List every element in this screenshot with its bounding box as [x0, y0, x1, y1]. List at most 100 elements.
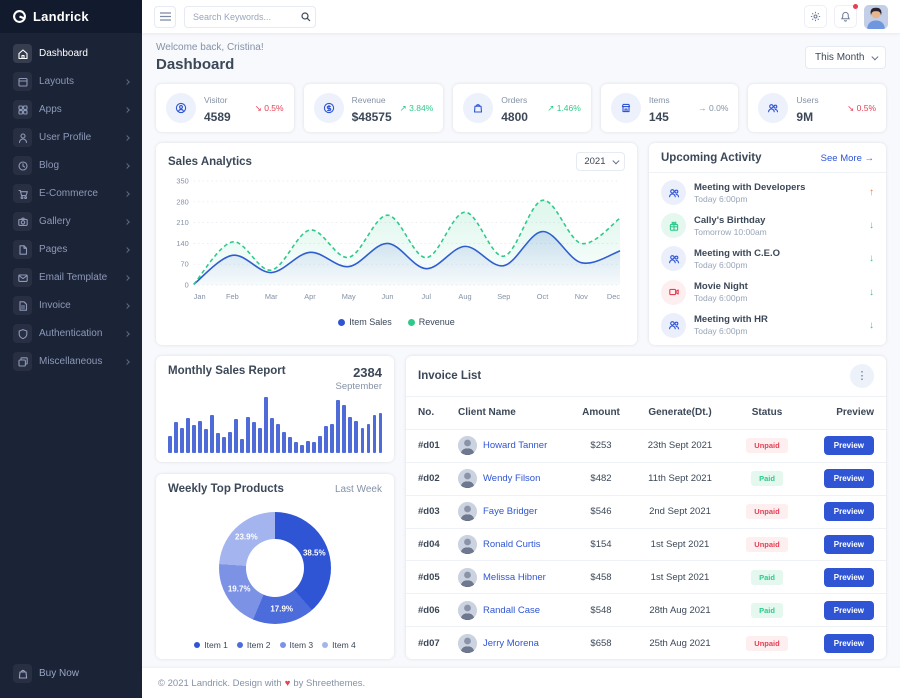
notification-badge [853, 4, 858, 9]
stat-label: Items [648, 95, 670, 105]
stat-value: 4589 [204, 110, 231, 124]
see-more-link[interactable]: See More → [820, 152, 875, 164]
sidebar-item-authentication[interactable]: Authentication [5, 320, 137, 347]
period-select[interactable]: This Month [805, 46, 886, 69]
client-name-link[interactable]: Randall Case [458, 600, 572, 620]
sidebar-item-buy-now[interactable]: Buy Now [5, 659, 137, 688]
invoice-date: 2nd Sept 2021 [649, 506, 711, 518]
user-avatar[interactable] [864, 4, 888, 29]
sidebar-item-pages[interactable]: Pages [5, 236, 137, 263]
client-name-link[interactable]: Howard Tanner [458, 436, 572, 456]
preview-button[interactable]: Preview [823, 567, 874, 587]
arrow-right-icon: → [864, 152, 875, 164]
clock-icon [13, 156, 32, 175]
preview-button[interactable]: Preview [823, 534, 874, 554]
layout-icon [13, 72, 32, 91]
page-header: Welcome back, Cristina! Dashboard This M… [156, 42, 886, 73]
invoice-amount: $482 [590, 473, 612, 485]
sidebar-item-apps[interactable]: Apps [5, 96, 137, 123]
sidebar-item-invoice[interactable]: Invoice [5, 292, 137, 319]
sidebar-item-layouts[interactable]: Layouts [5, 68, 137, 95]
sidebar-item-blog[interactable]: Blog [5, 152, 137, 179]
chevron-right-icon [124, 190, 130, 197]
legend-item: Item Sales [338, 317, 392, 327]
bar [330, 423, 334, 453]
activity-item[interactable]: Meeting with Developers Today 6:00pm ↑ [661, 180, 874, 206]
activity-list: Meeting with Developers Today 6:00pm ↑ C… [649, 173, 886, 345]
table-row: #d02 Wendy Filson $482 11th Sept 2021 Pa… [406, 461, 886, 495]
bell-icon [840, 11, 851, 22]
notifications-button[interactable] [834, 4, 858, 28]
activity-item[interactable]: Cally's Birthday Tomorrow 10:00am ↓ [661, 213, 874, 239]
table-row: #d01 Howard Tanner $253 23th Sept 2021 U… [406, 428, 886, 462]
preview-button[interactable]: Preview [823, 436, 874, 456]
preview-button[interactable]: Preview [823, 600, 874, 620]
donut-slice-label: 19.7% [227, 584, 251, 594]
bar [252, 422, 256, 453]
sidebar-item-email-template[interactable]: Email Template [5, 264, 137, 291]
bar [192, 425, 196, 453]
stat-card-revenue: Revenue $48575 ↗ 3.84% [303, 84, 444, 132]
users-icon [661, 246, 686, 272]
sales-chart-legend: Item Sales Revenue [168, 317, 625, 327]
bottom-row: Monthly Sales Report 2384 September Week… [156, 356, 886, 659]
logo[interactable]: Landrick [0, 0, 142, 33]
svg-text:Aug: Aug [458, 292, 471, 301]
svg-text:Feb: Feb [226, 292, 239, 301]
settings-button[interactable] [804, 5, 827, 28]
year-select[interactable]: 2021 [576, 152, 625, 171]
client-name-link[interactable]: Ronald Curtis [458, 534, 572, 554]
chevron-right-icon [124, 358, 130, 365]
bar [234, 419, 238, 453]
bar [324, 426, 328, 453]
client-name-link[interactable]: Faye Bridger [458, 502, 572, 522]
preview-button[interactable]: Preview [823, 633, 874, 653]
client-name-link[interactable]: Melissa Hibner [458, 567, 572, 587]
invoice-list-card: Invoice List ⋮ No. Client Name Amount Ge… [406, 356, 886, 659]
bar [246, 416, 250, 453]
bar [354, 420, 358, 453]
apps-icon [13, 100, 32, 119]
preview-button[interactable]: Preview [823, 502, 874, 522]
sidebar-item-miscellaneous[interactable]: Miscellaneous [5, 348, 137, 375]
shopping-bag-icon [13, 664, 32, 683]
invoice-no: #d04 [418, 538, 440, 550]
activity-title: Cally's Birthday [694, 214, 766, 226]
search-icon[interactable] [301, 11, 311, 22]
sidebar-item-label: User Profile [39, 132, 92, 143]
weekly-products-donut-chart: 38.5% 17.9% 19.7% 23.9% [219, 511, 331, 624]
sidebar-item-e-commerce[interactable]: E-Commerce [5, 180, 137, 207]
preview-button[interactable]: Preview [823, 469, 874, 489]
client-name-link[interactable]: Jerry Morena [458, 633, 572, 653]
bar [294, 441, 298, 453]
client-avatar [458, 633, 477, 653]
invoice-amount: $253 [590, 440, 612, 452]
activity-trend-arrow-icon: ↓ [869, 286, 874, 298]
search-input[interactable] [184, 5, 316, 28]
invoice-amount: $154 [590, 538, 612, 550]
svg-text:210: 210 [176, 218, 188, 227]
sidebar-item-gallery[interactable]: Gallery [5, 208, 137, 235]
invoice-date: 1st Sept 2021 [650, 571, 710, 583]
bar [264, 397, 268, 453]
bar [300, 444, 304, 453]
svg-text:Mar: Mar [265, 292, 278, 301]
bar [312, 441, 316, 453]
client-name-link[interactable]: Wendy Filson [458, 469, 572, 489]
activity-item[interactable]: Meeting with C.E.O Today 6:00pm ↓ [661, 246, 874, 272]
chevron-down-icon [612, 157, 619, 164]
activity-item[interactable]: Meeting with HR Today 6:00pm ↓ [661, 312, 874, 338]
hamburger-menu-button[interactable] [154, 5, 176, 28]
sidebar-item-user-profile[interactable]: User Profile [5, 124, 137, 151]
year-select-value: 2021 [584, 156, 606, 167]
status-badge: Unpaid [746, 504, 788, 520]
chevron-right-icon [124, 246, 130, 253]
bar [306, 440, 310, 453]
sidebar-item-dashboard[interactable]: Dashboard [5, 40, 137, 67]
kebab-menu-button[interactable]: ⋮ [850, 364, 874, 388]
activity-item[interactable]: Movie Night Today 6:00pm ↓ [661, 279, 874, 305]
store-icon [610, 93, 641, 123]
stats-row: Visitor 4589 ↘ 0.5% Revenue $48575 ↗ 3.8… [156, 84, 887, 132]
legend-dot [407, 318, 415, 326]
